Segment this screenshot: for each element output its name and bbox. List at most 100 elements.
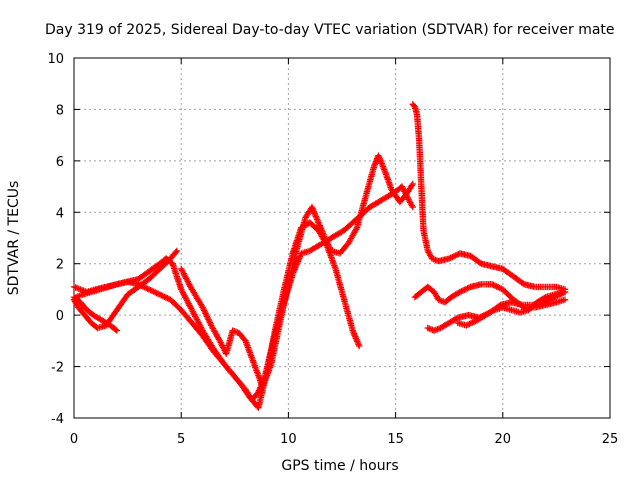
data-point	[334, 268, 337, 270]
data-point	[377, 201, 380, 203]
data-point	[201, 329, 204, 332]
data-point	[317, 244, 320, 247]
data-point	[148, 270, 150, 273]
data-point	[96, 327, 99, 329]
data-point	[399, 201, 401, 203]
x-tick-label: 15	[387, 432, 404, 447]
x-tick-labels: 0 5 10 15 20 25	[70, 432, 618, 447]
y-tick-label: 4	[56, 206, 64, 221]
x-tick-label: 25	[602, 432, 619, 447]
data-point	[109, 324, 112, 327]
data-point	[502, 288, 504, 291]
plot-frame	[73, 57, 611, 419]
y-tick-label: 2	[56, 258, 64, 273]
series-track-i	[454, 288, 569, 329]
data-point	[414, 296, 416, 298]
data-point	[79, 301, 82, 304]
data-point	[148, 288, 150, 291]
data-point	[180, 309, 182, 311]
data-point	[324, 237, 326, 239]
data-point	[484, 314, 487, 316]
data-point	[176, 250, 178, 252]
data-point	[180, 268, 182, 270]
data-point	[448, 257, 451, 260]
data-point	[309, 250, 311, 252]
data-point	[167, 260, 170, 262]
data-point	[476, 319, 478, 322]
data-point	[386, 196, 388, 198]
data-point	[364, 196, 367, 198]
data-point	[201, 306, 204, 309]
data-point	[510, 301, 513, 304]
data-point	[493, 309, 496, 311]
data-point	[433, 291, 435, 293]
data-point	[270, 363, 273, 365]
data-point	[244, 340, 247, 342]
x-tick-label: 0	[70, 432, 78, 447]
data-point	[358, 345, 360, 347]
data-point	[279, 322, 281, 324]
data-point	[158, 293, 161, 296]
series-track-a	[70, 183, 416, 404]
data-point	[407, 198, 410, 201]
data-point	[426, 327, 429, 329]
axis-ticks	[73, 57, 611, 419]
data-point	[433, 329, 435, 332]
data-point	[343, 298, 345, 301]
data-point	[191, 322, 193, 324]
data-point	[384, 170, 386, 172]
data-point	[218, 340, 221, 342]
data-point	[165, 257, 167, 260]
data-point	[73, 296, 75, 298]
data-point	[373, 165, 375, 167]
data-point	[77, 306, 80, 309]
data-point	[469, 255, 472, 257]
series-track-d	[70, 293, 121, 334]
data-point	[437, 260, 440, 262]
data-point	[210, 324, 213, 327]
data-point	[137, 278, 140, 280]
data-point	[238, 332, 240, 334]
data-point	[450, 296, 453, 298]
y-tick-label: 0	[56, 309, 64, 324]
data-point	[257, 406, 260, 409]
data-point	[459, 291, 461, 293]
data-point	[420, 185, 423, 188]
data-point	[90, 291, 92, 293]
data-point	[469, 286, 472, 288]
data-point	[343, 229, 345, 232]
data-point	[169, 298, 172, 301]
data-point	[502, 306, 504, 309]
data-point	[405, 193, 408, 196]
grid	[74, 58, 610, 418]
data-point	[555, 301, 558, 304]
data-point	[553, 293, 556, 296]
data-point	[510, 309, 513, 311]
data-point	[126, 280, 129, 283]
data-point	[426, 250, 429, 252]
data-point	[356, 226, 358, 229]
data-point	[79, 288, 82, 291]
data-point	[287, 283, 290, 286]
data-point	[231, 329, 234, 332]
data-point	[158, 268, 161, 270]
data-point	[339, 252, 341, 255]
data-point	[225, 352, 228, 355]
data-point	[480, 262, 483, 265]
data-point	[439, 327, 442, 329]
data-point	[300, 252, 303, 255]
data-point	[171, 262, 174, 265]
data-point	[309, 221, 311, 224]
data-point	[126, 293, 129, 296]
x-axis-label: GPS time / hours	[281, 458, 398, 474]
data-point	[456, 322, 459, 324]
data-point	[351, 221, 354, 224]
data-point	[148, 278, 150, 280]
data-marks	[70, 101, 569, 411]
data-point	[426, 286, 429, 288]
data-point	[420, 291, 423, 293]
data-point	[116, 309, 118, 311]
data-point	[311, 206, 313, 208]
data-point	[564, 298, 566, 301]
